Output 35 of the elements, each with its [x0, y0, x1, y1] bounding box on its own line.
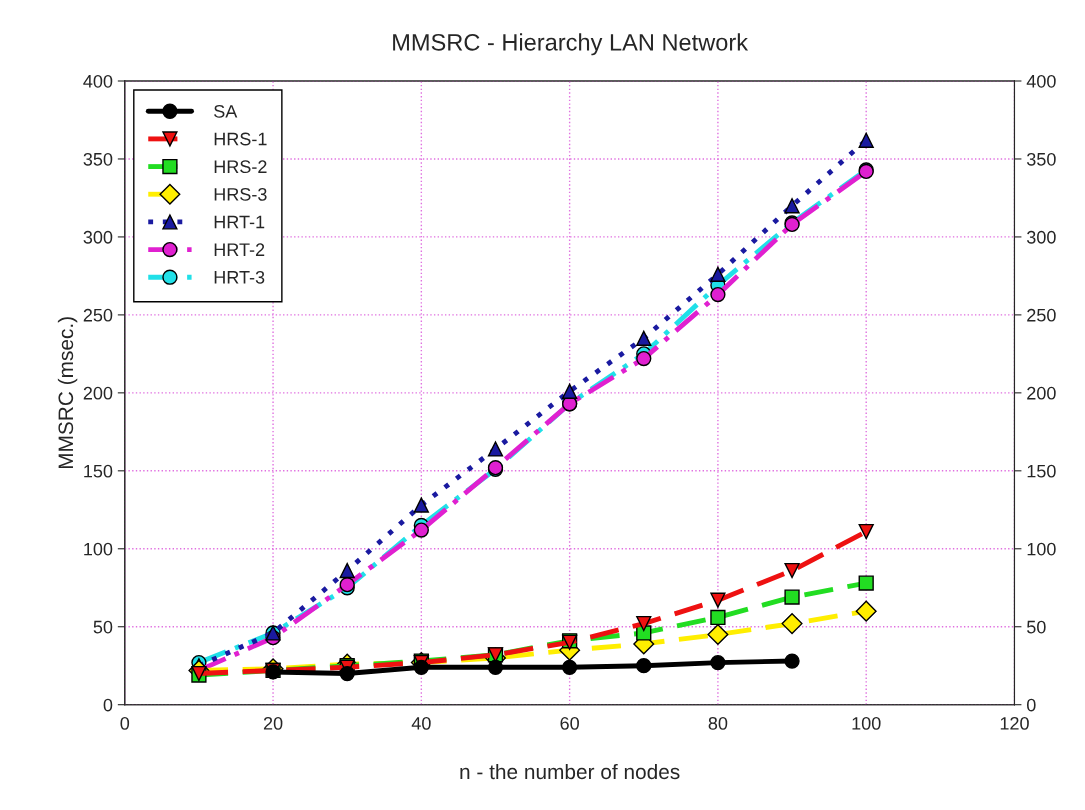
y2-tick-label: 250	[1027, 308, 1056, 322]
y2-tick-label: 0	[1026, 698, 1036, 712]
y-axis-title: MMSRC (msec.)	[57, 317, 78, 469]
legend-label: HRT-3	[214, 270, 265, 284]
y-tick-label: 50	[93, 620, 113, 634]
y2-tick-label: 50	[1027, 620, 1046, 634]
y2-tick-label: 150	[1027, 464, 1056, 478]
y-tick-label: 150	[84, 464, 113, 478]
legend-label: SA	[214, 104, 238, 118]
legend-label: HRS-1	[214, 132, 267, 146]
y2-tick-label: 350	[1026, 152, 1056, 166]
legend-label: HRT-2	[214, 243, 265, 256]
x-tick-label: 120	[1000, 716, 1029, 730]
x-tick-label: 0	[120, 716, 130, 730]
chart-title: MMSRC - Hierarchy LAN Network	[393, 33, 749, 56]
y2-tick-label: 100	[1027, 542, 1056, 556]
y2-tick-label: 200	[1027, 386, 1056, 400]
y-tick-label: 300	[83, 230, 113, 244]
legend-label: HRS-3	[214, 187, 267, 201]
legend-label: HRS-2	[214, 160, 267, 174]
x-tick-label: 20	[263, 716, 283, 730]
x-tick-label: 100	[852, 716, 881, 730]
x-tick-label: 40	[411, 716, 431, 730]
x-tick-label: 80	[708, 716, 728, 730]
y-tick-label: 200	[83, 386, 113, 400]
y-tick-label: 250	[83, 308, 113, 322]
y2-tick-label: 400	[1026, 74, 1056, 88]
y-tick-label: 100	[84, 542, 113, 556]
y2-tick-label: 300	[1026, 230, 1056, 244]
x-axis-title: n - the number of nodes	[460, 763, 680, 780]
x-tick-label: 60	[560, 716, 579, 730]
y-tick-label: 400	[83, 74, 113, 88]
y-tick-label: 0	[103, 698, 113, 712]
legend-label: HRT-1	[214, 215, 265, 229]
y-tick-label: 350	[83, 152, 113, 166]
